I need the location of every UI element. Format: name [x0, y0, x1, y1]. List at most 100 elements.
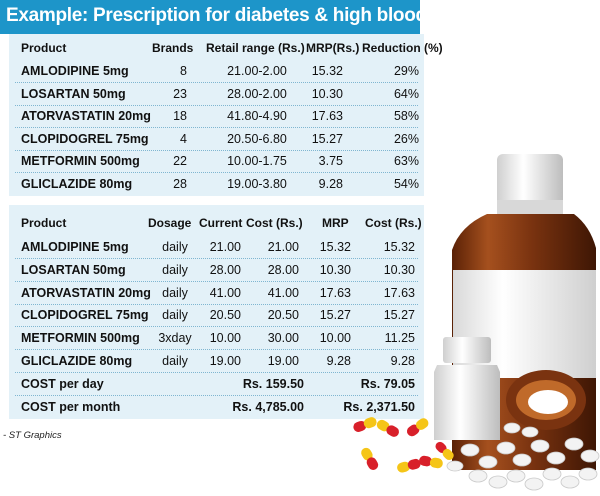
header-mrp: MRP(Rs.) [306, 41, 360, 55]
table-row: METFORMIN 500mg 3xday 10.00 30.00 10.00 11.25 [9, 327, 424, 351]
table-brands: Product Brands Retail range (Rs.) MRP(Rs… [9, 34, 443, 196]
header-dosage: Dosage [148, 216, 192, 230]
table-row: ATORVASTATIN 20mg 18 41.80-4.90 17.63 58% [9, 105, 424, 128]
table-row: GLICLAZIDE 80mg daily 19.00 19.00 9.28 9.28 [9, 350, 424, 373]
header-retail-range: Retail range (Rs.) [206, 41, 305, 55]
cell-product: GLICLAZIDE 80mg [21, 176, 133, 191]
cell-mrp: 17.63 [311, 109, 343, 123]
table-row: ATORVASTATIN 20mg daily 41.00 41.00 17.63 17.… [9, 282, 424, 305]
cell-cost-mrp: 15.32 [383, 240, 415, 254]
row-divider [15, 280, 418, 282]
cell-mrp: 3.75 [318, 154, 343, 168]
cell-retail-range: 20.50-6.80 [227, 131, 287, 146]
table-row: AMLODIPINE 5mg daily 21.00 21.00 15.32 15.32 [9, 236, 424, 259]
capsule-icon [353, 417, 454, 473]
table-row: GLICLAZIDE 80mg 28 19.00-3.80 9.28 54% [9, 173, 424, 196]
table-row: METFORMIN 500mg 22 10.00-1.75 3.75 63% [9, 150, 424, 173]
total-mrp: Rs. 2,371.50 [343, 399, 415, 414]
tablet-icon [446, 422, 600, 491]
medicine-bottle-icon [452, 154, 596, 470]
row-divider [15, 349, 418, 351]
pill-jar-icon [506, 370, 586, 430]
cell-current: 28.00 [209, 262, 241, 277]
cell-product: AMLODIPINE 5mg [21, 64, 129, 78]
cell-cost-current: 28.00 [267, 262, 299, 277]
header-product: Product [21, 216, 67, 230]
row-divider [15, 82, 418, 83]
cell-product: ATORVASTATIN 20mg [21, 285, 151, 300]
cell-dosage: 3xday [158, 331, 192, 346]
cell-reduction: 26% [393, 131, 419, 146]
cell-brands: 28 [173, 176, 187, 191]
total-row: COST per month Rs. 4,785.00 Rs. 2,371.50 [9, 396, 424, 419]
cell-product: CLOPIDOGREL 75mg [21, 131, 149, 146]
cell-dosage: daily [162, 285, 188, 300]
cell-cost-mrp: 9.28 [390, 354, 415, 368]
cell-product: AMLODIPINE 5mg [21, 240, 129, 254]
cell-dosage: daily [162, 262, 188, 277]
cell-mrp: 15.32 [311, 64, 343, 78]
row-divider [15, 258, 418, 259]
cell-current: 41.00 [209, 285, 241, 300]
cell-product: GLICLAZIDE 80mg [21, 354, 133, 368]
cell-mrp: 10.00 [319, 331, 351, 346]
cell-mrp: 15.32 [319, 240, 351, 254]
cell-dosage: daily [162, 354, 188, 368]
cell-reduction: 58% [393, 109, 419, 123]
cell-cost-mrp: 17.63 [383, 285, 415, 300]
cell-dosage: daily [162, 308, 188, 323]
cell-brands: 8 [180, 64, 187, 78]
cell-mrp: 9.28 [326, 354, 351, 368]
table-row: CLOPIDOGREL 75mg daily 20.50 20.50 15.27 15.2… [9, 304, 424, 328]
cell-current: 19.00 [209, 354, 241, 368]
header-cost-current: Cost (Rs.) [246, 216, 303, 230]
total-row: COST per day Rs. 159.50 Rs. 79.05 [9, 373, 424, 396]
row-divider [15, 372, 418, 373]
cell-mrp: 15.27 [311, 131, 343, 146]
cell-retail-range: 41.80-4.90 [227, 109, 287, 123]
table-header: Product Dosage Current Cost (Rs.) MRP Co… [9, 212, 424, 235]
cell-product: METFORMIN 500mg [21, 154, 140, 168]
row-divider [15, 303, 418, 305]
table-row: LOSARTAN 50mg daily 28.00 28.00 10.30 10.30 [9, 259, 424, 282]
cell-cost-current: 19.00 [267, 354, 299, 368]
cell-mrp: 9.28 [318, 176, 343, 191]
cell-cost-current: 20.50 [267, 308, 299, 323]
title-bar: Example: Prescription for diabetes & hig… [0, 0, 510, 34]
row-divider [15, 149, 418, 151]
header-mrp: MRP [322, 216, 349, 230]
row-divider [15, 104, 418, 106]
cell-cost-current: 21.00 [267, 240, 299, 254]
cell-mrp: 15.27 [319, 308, 351, 323]
table-row: CLOPIDOGREL 75mg 4 20.50-6.80 15.27 26% [9, 128, 424, 151]
row-divider [15, 127, 418, 128]
page-title: Example: Prescription for diabetes & hig… [6, 5, 510, 26]
cell-brands: 18 [173, 109, 187, 123]
cell-retail-range: 28.00-2.00 [227, 86, 287, 101]
cell-dosage: daily [162, 240, 188, 254]
cell-current: 20.50 [209, 308, 241, 323]
cell-cost-current: 30.00 [267, 331, 299, 346]
cell-cost-mrp: 10.30 [383, 262, 415, 277]
cell-product: CLOPIDOGREL 75mg [21, 308, 149, 323]
cell-product: LOSARTAN 50mg [21, 262, 126, 277]
cell-product: ATORVASTATIN 20mg [21, 109, 151, 123]
cell-retail-range: 19.00-3.80 [227, 176, 287, 191]
table-header: Product Brands Retail range (Rs.) MRP(Rs… [9, 37, 443, 60]
cell-brands: 22 [173, 154, 187, 168]
row-divider [15, 172, 418, 173]
cell-mrp: 17.63 [319, 285, 351, 300]
cell-current: 10.00 [209, 331, 241, 346]
cell-retail-range: 10.00-1.75 [227, 154, 287, 168]
table-row: AMLODIPINE 5mg 8 21.00-2.00 15.32 29% [9, 60, 424, 83]
cell-brands: 4 [180, 131, 187, 146]
credit: - ST Graphics [3, 430, 62, 441]
table-row: LOSARTAN 50mg 23 28.00-2.00 10.30 64% [9, 83, 424, 106]
cell-cost-current: 41.00 [267, 285, 299, 300]
cell-retail-range: 21.00-2.00 [227, 64, 287, 78]
header-reduction: Reduction (%) [362, 41, 443, 55]
total-current: Rs. 159.50 [242, 376, 304, 391]
cell-product: LOSARTAN 50mg [21, 86, 126, 101]
header-brands: Brands [152, 41, 194, 55]
cell-current: 21.00 [209, 240, 241, 254]
